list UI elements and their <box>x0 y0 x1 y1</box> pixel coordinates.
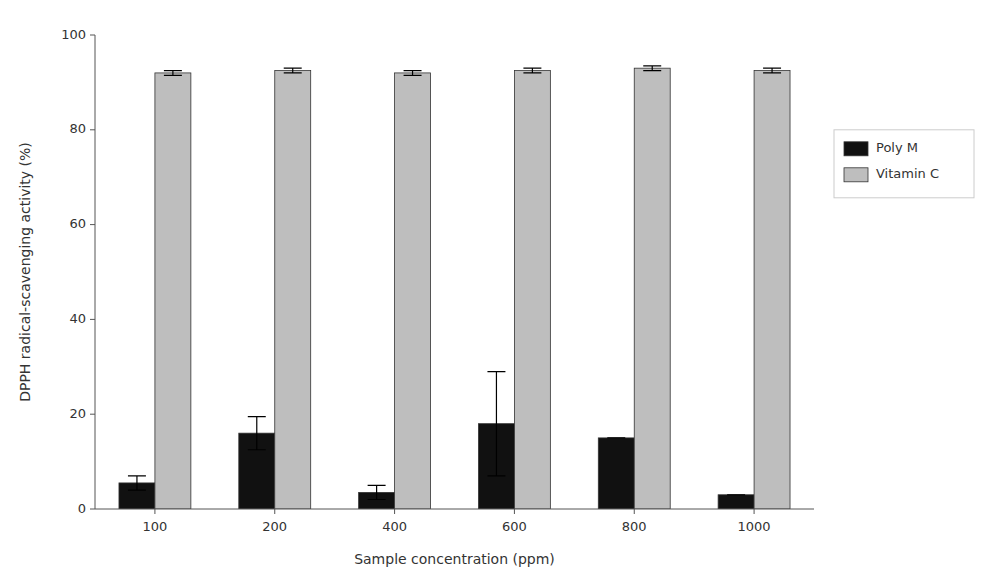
y-tick-label: 40 <box>69 311 86 326</box>
y-tick-label: 80 <box>69 121 86 136</box>
bar <box>514 71 550 509</box>
error-bar <box>164 71 182 76</box>
error-bar <box>643 66 661 71</box>
bar <box>754 71 790 509</box>
x-tick-label: 400 <box>382 519 407 534</box>
y-tick <box>90 35 95 36</box>
x-tick <box>154 509 155 514</box>
bar <box>598 438 634 509</box>
error-bar <box>523 68 541 73</box>
error-bar <box>404 71 422 76</box>
x-tick <box>754 509 755 514</box>
error-bar <box>368 485 386 499</box>
y-tick <box>90 509 95 510</box>
bars <box>119 66 790 509</box>
error-bar <box>128 476 146 490</box>
bar <box>634 68 670 509</box>
y-tick-label: 0 <box>78 501 86 516</box>
x-tick <box>394 509 395 514</box>
y-tick <box>90 319 95 320</box>
error-bar <box>487 372 505 476</box>
y-tick-label: 100 <box>61 27 86 42</box>
x-axis-label: Sample concentration (ppm) <box>354 551 555 567</box>
y-tick <box>90 224 95 225</box>
error-bar <box>607 437 625 438</box>
bar <box>155 73 191 509</box>
y-tick-label: 20 <box>69 406 86 421</box>
error-bar <box>248 417 266 450</box>
bar <box>718 495 754 509</box>
y-axis-line <box>95 35 96 509</box>
error-bar <box>763 68 781 73</box>
y-tick <box>90 129 95 130</box>
x-tick <box>634 509 635 514</box>
chart-svg: 0 20 40 60 80 100 100 200 400 600 800 1000 Sample co… <box>0 0 994 584</box>
error-bar <box>727 494 745 495</box>
bar <box>275 71 311 509</box>
x-tick-label: 200 <box>262 519 287 534</box>
legend-swatch <box>844 142 868 156</box>
x-tick-label: 1000 <box>738 519 771 534</box>
x-tick-label: 100 <box>143 519 168 534</box>
legend: Poly M Vitamin C <box>834 130 974 198</box>
legend-label: Poly M <box>876 140 918 155</box>
legend-label: Vitamin C <box>876 166 939 181</box>
series <box>155 66 790 509</box>
axes: 0 20 40 60 80 100 100 200 400 600 800 1000 <box>61 27 814 535</box>
x-tick <box>274 509 275 514</box>
x-tick <box>514 509 515 514</box>
x-tick-label: 600 <box>502 519 527 534</box>
y-axis-label: DPPH radical-scavenging activity (%) <box>17 142 33 402</box>
bar <box>395 73 431 509</box>
y-tick-label: 60 <box>69 216 86 231</box>
x-tick-label: 800 <box>622 519 647 534</box>
chart-container: 0 20 40 60 80 100 100 200 400 600 800 1000 Sample co… <box>0 0 994 584</box>
error-bar <box>284 68 302 73</box>
y-tick <box>90 414 95 415</box>
legend-box <box>834 130 974 198</box>
legend-swatch <box>844 168 868 182</box>
x-axis-line <box>95 509 814 510</box>
